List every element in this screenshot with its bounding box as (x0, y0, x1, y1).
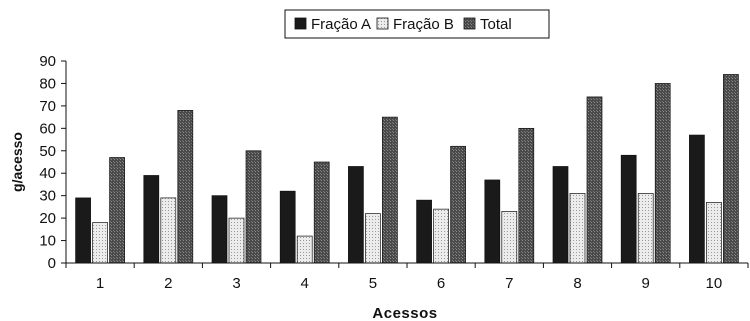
bar-fra-o-b-2 (160, 197, 177, 264)
bar-fra-o-b-6 (433, 208, 449, 264)
x-tick-label: 2 (164, 275, 172, 292)
bar-fra-o-a-1 (75, 197, 91, 264)
bar-fra-o-a-9 (620, 154, 637, 264)
bar-total-4 (313, 161, 330, 264)
y-tick-label: 0 (48, 255, 56, 272)
bar-fra-o-b-9 (637, 193, 654, 264)
y-tick-label: 40 (39, 165, 56, 182)
bar-fra-o-b-3 (228, 217, 245, 264)
legend-label: Fração A (311, 16, 371, 33)
x-tick-label: 8 (573, 275, 581, 292)
bar-fra-o-b-1 (92, 222, 108, 264)
bar-fra-o-a-3 (211, 195, 228, 264)
bar-total-3 (245, 150, 262, 264)
bar-fra-o-b-10 (706, 202, 722, 264)
bars (75, 74, 739, 264)
y-tick-label: 50 (39, 143, 56, 160)
legend-label: Fração B (393, 16, 454, 33)
bar-total-7 (518, 127, 535, 264)
bar-total-2 (177, 110, 194, 264)
bar-fra-o-a-10 (689, 134, 705, 264)
x-tick-label: 7 (505, 275, 513, 292)
x-tick-label: 6 (437, 275, 445, 292)
y-tick-label: 80 (39, 75, 56, 92)
legend-label: Total (480, 16, 512, 33)
x-axis-ticks: 1 2 3 4 5 6 7 8 9 10 (65, 263, 749, 292)
x-tick-label: 3 (232, 275, 240, 292)
bar-total-8 (586, 96, 603, 264)
bar-fra-o-b-8 (569, 193, 586, 264)
bar-fra-o-a-4 (279, 190, 296, 264)
x-tick-label: 5 (369, 275, 377, 292)
bar-fra-o-a-6 (416, 199, 432, 264)
legend-swatch (376, 17, 389, 30)
y-tick-label: 10 (39, 233, 56, 250)
legend-swatch (463, 17, 476, 30)
bar-total-1 (109, 157, 125, 264)
y-tick-label: 30 (39, 188, 56, 205)
x-tick-label: 1 (96, 275, 104, 292)
y-tick-label: 60 (39, 120, 56, 137)
legend-box (284, 9, 550, 39)
bar-total-9 (654, 83, 671, 264)
y-tick-label: 20 (39, 210, 56, 227)
bar-fra-o-a-5 (348, 166, 364, 264)
x-tick-label: 10 (706, 275, 723, 292)
bar-fra-o-b-5 (365, 213, 381, 264)
bar-fra-o-b-7 (501, 211, 518, 264)
y-axis-ticks: 0 10 20 30 40 50 60 70 80 90 (39, 53, 66, 272)
bar-total-10 (723, 74, 739, 264)
bar-fra-o-a-2 (143, 175, 160, 264)
x-tick-label: 9 (642, 275, 650, 292)
y-tick-label: 90 (39, 53, 56, 70)
bar-total-6 (450, 145, 466, 264)
chart-legend: Fração A Fração B Total (284, 9, 550, 39)
bar-total-5 (382, 116, 398, 264)
legend-swatch (294, 17, 307, 30)
bar-fra-o-a-8 (552, 166, 569, 264)
y-axis-label: g/acesso (9, 132, 25, 192)
y-tick-label: 70 (39, 98, 56, 115)
x-axis-label: Acessos (372, 305, 437, 321)
x-tick-label: 4 (301, 275, 309, 292)
bar-fra-o-a-7 (484, 179, 501, 264)
bar-fra-o-b-4 (296, 235, 313, 264)
